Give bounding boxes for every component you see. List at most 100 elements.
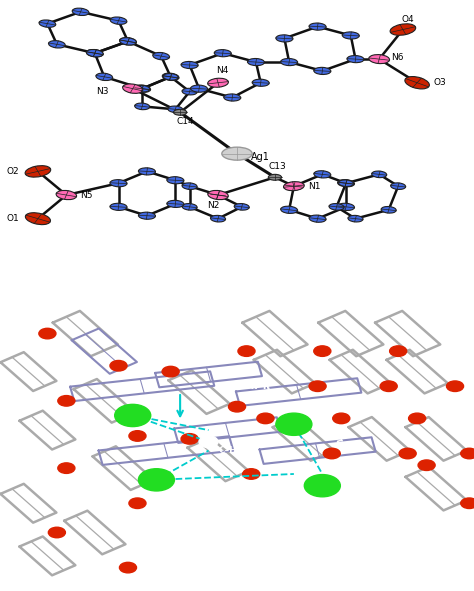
- Ellipse shape: [182, 203, 197, 210]
- Circle shape: [58, 395, 75, 406]
- Ellipse shape: [182, 183, 197, 190]
- Circle shape: [181, 434, 198, 444]
- Circle shape: [162, 366, 179, 377]
- Ellipse shape: [381, 206, 396, 213]
- Ellipse shape: [123, 84, 143, 93]
- Circle shape: [314, 346, 331, 356]
- Ellipse shape: [329, 203, 344, 210]
- Text: N6: N6: [391, 53, 403, 62]
- Ellipse shape: [110, 17, 127, 24]
- Circle shape: [58, 463, 75, 473]
- Ellipse shape: [210, 191, 226, 199]
- Circle shape: [129, 498, 146, 508]
- Ellipse shape: [110, 203, 127, 210]
- Ellipse shape: [390, 24, 416, 35]
- Ellipse shape: [25, 165, 51, 177]
- Ellipse shape: [167, 200, 184, 207]
- Ellipse shape: [369, 54, 390, 64]
- Ellipse shape: [48, 41, 65, 48]
- Ellipse shape: [224, 94, 241, 101]
- Circle shape: [238, 346, 255, 356]
- Ellipse shape: [135, 103, 150, 110]
- Circle shape: [138, 469, 174, 491]
- Circle shape: [304, 475, 340, 497]
- Circle shape: [110, 361, 127, 371]
- Ellipse shape: [281, 59, 298, 66]
- Text: N4: N4: [217, 66, 229, 76]
- Circle shape: [390, 346, 407, 356]
- Text: N5: N5: [80, 190, 92, 200]
- Ellipse shape: [391, 183, 406, 190]
- Circle shape: [129, 431, 146, 441]
- Circle shape: [380, 381, 397, 391]
- Ellipse shape: [208, 78, 228, 87]
- Circle shape: [243, 469, 260, 479]
- Ellipse shape: [281, 206, 298, 213]
- Ellipse shape: [163, 73, 178, 80]
- Circle shape: [399, 448, 416, 459]
- Circle shape: [309, 381, 326, 391]
- Ellipse shape: [210, 215, 226, 222]
- Text: π–π: π–π: [332, 433, 348, 456]
- Circle shape: [418, 460, 435, 470]
- Ellipse shape: [86, 50, 103, 57]
- Circle shape: [447, 381, 464, 391]
- Text: O2: O2: [6, 167, 19, 176]
- Ellipse shape: [338, 180, 354, 187]
- Circle shape: [323, 448, 340, 459]
- Ellipse shape: [208, 190, 228, 200]
- Ellipse shape: [86, 50, 103, 57]
- Ellipse shape: [181, 61, 198, 69]
- Ellipse shape: [309, 215, 326, 222]
- Text: anion–π: anion–π: [177, 480, 221, 491]
- Ellipse shape: [214, 50, 231, 57]
- Circle shape: [228, 401, 246, 412]
- Ellipse shape: [348, 215, 363, 222]
- Ellipse shape: [168, 106, 183, 113]
- Text: C–H–O: C–H–O: [218, 446, 249, 455]
- Ellipse shape: [119, 38, 137, 45]
- Ellipse shape: [372, 171, 387, 178]
- Ellipse shape: [337, 180, 355, 187]
- Text: O1: O1: [6, 214, 19, 223]
- Ellipse shape: [96, 73, 113, 80]
- Circle shape: [333, 413, 350, 424]
- Ellipse shape: [314, 171, 331, 178]
- Ellipse shape: [342, 32, 359, 39]
- Ellipse shape: [234, 203, 249, 210]
- Ellipse shape: [110, 180, 127, 187]
- Ellipse shape: [337, 203, 355, 210]
- Circle shape: [115, 404, 151, 427]
- Text: N2: N2: [207, 201, 219, 210]
- Ellipse shape: [182, 88, 197, 95]
- Text: N3: N3: [96, 87, 108, 96]
- Ellipse shape: [39, 20, 56, 27]
- Ellipse shape: [405, 77, 429, 89]
- Circle shape: [199, 436, 218, 447]
- Ellipse shape: [247, 59, 264, 66]
- Ellipse shape: [347, 56, 364, 63]
- Circle shape: [39, 328, 56, 339]
- Ellipse shape: [276, 35, 293, 42]
- Ellipse shape: [309, 23, 326, 30]
- Circle shape: [119, 562, 137, 573]
- Text: C14: C14: [176, 116, 194, 126]
- Ellipse shape: [268, 174, 282, 180]
- Ellipse shape: [72, 8, 89, 15]
- Circle shape: [461, 448, 474, 459]
- Ellipse shape: [119, 38, 137, 45]
- Circle shape: [409, 413, 426, 424]
- Ellipse shape: [56, 190, 77, 200]
- Ellipse shape: [252, 79, 269, 86]
- Ellipse shape: [173, 109, 187, 115]
- Ellipse shape: [26, 213, 50, 225]
- Ellipse shape: [153, 53, 170, 60]
- Circle shape: [257, 413, 274, 424]
- Ellipse shape: [134, 85, 151, 92]
- Circle shape: [276, 413, 312, 436]
- Ellipse shape: [314, 67, 331, 74]
- Circle shape: [461, 498, 474, 508]
- Ellipse shape: [162, 73, 179, 80]
- Text: Ag1: Ag1: [251, 152, 270, 161]
- Ellipse shape: [283, 181, 304, 191]
